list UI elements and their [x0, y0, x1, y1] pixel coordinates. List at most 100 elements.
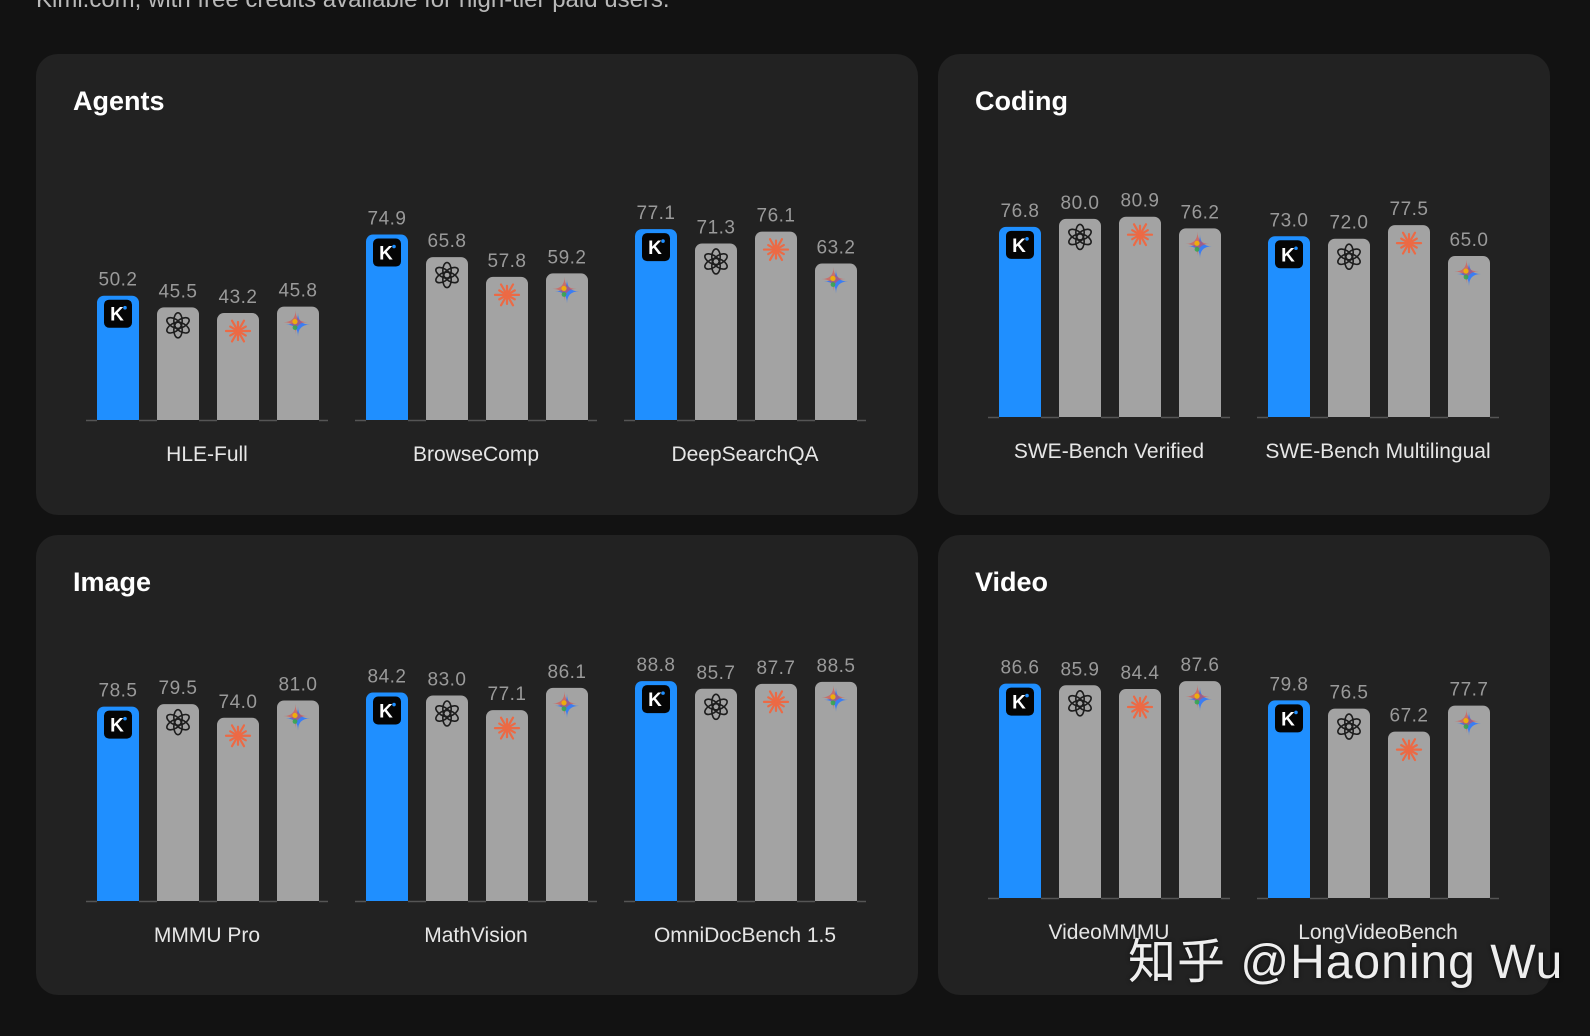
- value-label: 74.0: [219, 692, 258, 713]
- value-label: 50.2: [99, 270, 138, 291]
- kimi-k-icon: K: [1275, 704, 1303, 733]
- value-label: 65.0: [1450, 230, 1489, 251]
- coding-panel: Coding 76.8 K 80.0 80.9 76.2 SWE-Bench Verifi…: [938, 54, 1550, 515]
- bar: [157, 704, 199, 907]
- bar: [277, 306, 319, 426]
- svg-text:K: K: [1281, 245, 1295, 266]
- category-label: MMMU Pro: [154, 924, 260, 947]
- svg-text:K: K: [110, 716, 124, 737]
- value-label: 76.2: [1181, 202, 1220, 223]
- gemini-sparkle-icon: [283, 310, 310, 337]
- bar-group: 84.2 K 83.0 77.1 86.1 MathVision: [355, 662, 597, 947]
- kimi-k-icon: K: [1006, 230, 1034, 259]
- gemini-sparkle-icon: [821, 685, 848, 712]
- claude-starburst-icon: [224, 319, 252, 343]
- openai-logo-icon: [435, 700, 459, 727]
- value-label: 83.0: [428, 669, 467, 690]
- value-label: 87.6: [1181, 655, 1220, 676]
- value-label: 88.8: [637, 655, 676, 676]
- bar: [486, 710, 528, 907]
- value-label: 43.2: [219, 287, 258, 308]
- gemini-sparkle-icon: [552, 691, 579, 718]
- value-label: 72.0: [1330, 213, 1369, 234]
- category-label: HLE-Full: [166, 443, 248, 466]
- value-label: 77.1: [488, 684, 527, 705]
- openai-logo-icon: [704, 248, 728, 275]
- value-label: 84.4: [1121, 663, 1160, 684]
- bar-group: 73.0 K 72.0 77.5 65.0 SWE-Bench Multilingual: [1257, 199, 1499, 463]
- image-chart: 78.5 K 79.5 74.0 81.0 MMMU Pro 84.2 K 83.0 77.1 86…: [86, 655, 866, 947]
- bar: [157, 307, 199, 426]
- bar: [486, 276, 528, 426]
- value-label: 87.7: [757, 658, 796, 679]
- gemini-sparkle-icon: [283, 703, 310, 731]
- value-label: 79.8: [1270, 674, 1309, 695]
- bar-group: 86.6 K 85.9 84.4 87.6 VideoMMMU: [988, 655, 1230, 944]
- coding-chart: 76.8 K 80.0 80.9 76.2 SWE-Bench Verified 73.0 K…: [988, 191, 1499, 463]
- kimi-k-icon: K: [1006, 687, 1034, 716]
- value-label: 85.7: [697, 663, 736, 684]
- bar: [1119, 216, 1161, 423]
- claude-starburst-icon: [762, 690, 790, 714]
- kimi-k-icon: K: [373, 696, 401, 725]
- bar: [217, 717, 259, 907]
- claude-starburst-icon: [224, 724, 252, 748]
- image-title: Image: [73, 567, 152, 597]
- bar: [426, 257, 468, 426]
- bar: [1179, 681, 1221, 904]
- value-label: 76.8: [1001, 201, 1040, 222]
- bar: [1119, 689, 1161, 904]
- value-label: 65.8: [428, 231, 467, 252]
- bar: [1179, 228, 1221, 423]
- bar: [755, 231, 797, 426]
- agents-chart: 50.2 K 45.5 43.2 45.8 HLE-Full 74.9 K 65.8 57.8 59…: [86, 203, 866, 466]
- value-label: 67.2: [1390, 706, 1429, 727]
- svg-text:K: K: [648, 238, 662, 259]
- value-label: 57.8: [488, 251, 527, 272]
- kimi-k-icon: K: [642, 685, 670, 714]
- value-label: 79.5: [159, 678, 198, 699]
- svg-text:K: K: [379, 244, 393, 265]
- value-label: 76.1: [757, 206, 796, 227]
- watermark: 知乎 @Haoning Wu: [1128, 936, 1564, 989]
- gemini-sparkle-icon: [1185, 684, 1212, 712]
- image-panel: Image 78.5 K 79.5 74.0 81.0 MMMU Pro 84.2 K 83.0…: [36, 535, 918, 995]
- value-label: 45.5: [159, 281, 198, 302]
- bar: [217, 313, 259, 426]
- svg-text:K: K: [1012, 236, 1026, 257]
- value-label: 78.5: [99, 681, 138, 702]
- value-label: 73.0: [1270, 210, 1309, 231]
- bar: [1268, 236, 1310, 423]
- bar: [815, 263, 857, 426]
- kimi-k-icon: K: [104, 299, 132, 328]
- bar: [97, 706, 139, 907]
- video-title: Video: [975, 567, 1049, 597]
- gemini-sparkle-icon: [1454, 259, 1481, 287]
- bar: [97, 295, 139, 426]
- openai-logo-icon: [704, 693, 728, 721]
- bar: [999, 683, 1041, 904]
- value-label: 81.0: [279, 674, 318, 695]
- category-label: SWE-Bench Multilingual: [1265, 440, 1490, 463]
- value-label: 86.1: [548, 662, 587, 683]
- bar: [635, 681, 677, 907]
- bar: [695, 688, 737, 907]
- claude-starburst-icon: [762, 238, 790, 262]
- bar: [999, 226, 1041, 423]
- bar: [366, 234, 408, 426]
- claude-starburst-icon: [1395, 738, 1423, 762]
- gemini-sparkle-icon: [821, 267, 848, 294]
- openai-logo-icon: [435, 261, 459, 289]
- claude-starburst-icon: [493, 283, 521, 307]
- category-label: SWE-Bench Verified: [1014, 440, 1204, 463]
- kimi-k-icon: K: [104, 710, 132, 739]
- openai-logo-icon: [166, 708, 190, 736]
- bar: [546, 687, 588, 907]
- openai-logo-icon: [166, 312, 190, 339]
- bar-group: 79.8 K 76.5 67.2 77.7 LongVideoBench: [1257, 674, 1499, 944]
- value-label: 84.2: [368, 667, 407, 688]
- page-caption: Kimi.com, with free credits available fo…: [36, 0, 670, 14]
- bar: [1328, 238, 1370, 423]
- value-label: 77.1: [637, 203, 676, 224]
- bar: [635, 229, 677, 426]
